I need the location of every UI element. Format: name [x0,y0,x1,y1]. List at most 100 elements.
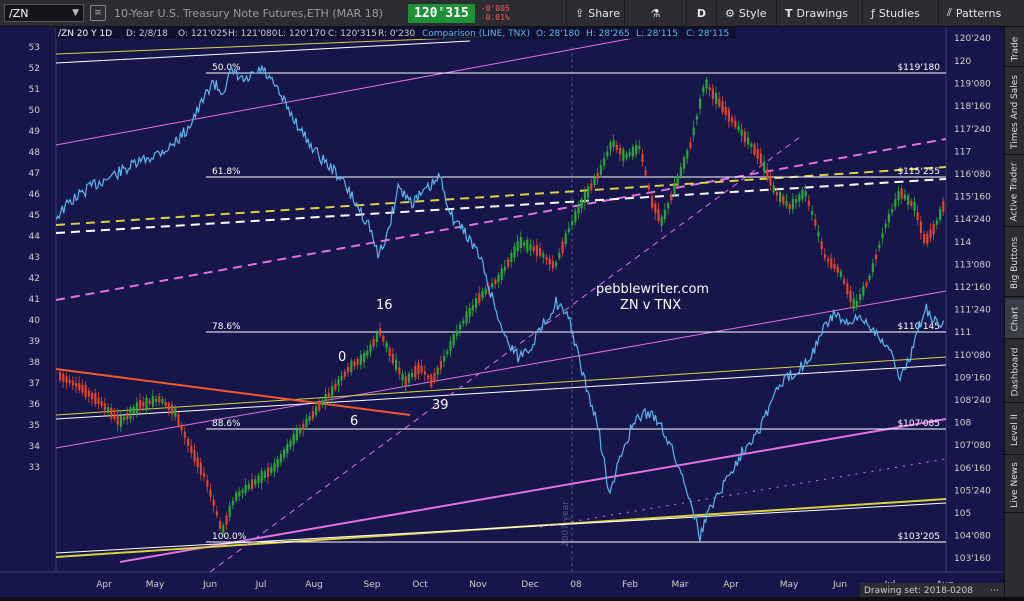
legend-high: H: 121'080 [228,29,278,39]
candle-body [811,211,814,215]
right-axis-tick: 105 [954,509,971,519]
candle-body [334,383,337,390]
candle-body [881,233,884,239]
candle-body [558,253,561,259]
candle-body [772,185,775,193]
candle-body [766,168,769,179]
candle-body [436,367,439,375]
candle-body [567,228,570,233]
candle-body [411,373,414,377]
candle-body [183,431,186,439]
candle-body [929,229,932,239]
sidebar-tab-chart[interactable]: Chart [1005,299,1024,339]
candle-body [116,414,119,425]
symbol-info-icon[interactable]: ≡ [90,5,106,21]
trendline-magenta-top[interactable] [55,34,651,146]
candle-body [891,209,894,213]
candle-body [878,244,881,248]
candle-body [356,358,359,365]
candle-body [887,213,890,223]
fib-level-percent: 78.6% [212,322,241,332]
symbol-selector[interactable]: /ZN ▼ [4,4,84,22]
candle-body [75,383,78,387]
candle-body [625,153,628,159]
candle-body [539,248,542,256]
candle-body [756,148,759,159]
trendline-white-low[interactable] [55,502,947,554]
candle-body [267,467,270,478]
candle-body [91,392,94,400]
legend-range: R: 0'230 [378,29,416,39]
x-axis-tick: May [146,580,165,590]
trendline-white-mid[interactable] [55,364,947,420]
legend-cmp-high: H: 28'265 [586,29,630,39]
candle-body [481,291,484,299]
candle-body [260,471,263,483]
flask-button[interactable]: ⚗ [624,0,686,26]
drawings-button[interactable]: T Drawings [776,0,862,26]
symbol-value: /ZN [9,6,29,20]
candle-body [100,401,103,407]
candle-body [286,443,289,454]
trendline-white-dashed[interactable] [55,178,947,234]
sidebar-tab-dashboard[interactable]: Dashboard [1005,341,1024,403]
trendline-magenta-low[interactable] [119,418,947,563]
style-button[interactable]: ⚙ Style [716,0,776,26]
left-axis-tick: 46 [29,190,41,200]
candle-body [484,288,487,295]
candle-body [375,332,378,342]
trendline-yellow-mid[interactable] [55,356,947,416]
studies-button[interactable]: ƒ Studies [862,0,938,26]
candle-body [865,282,868,287]
comparison-line-tnx[interactable] [55,64,945,542]
candle-body [372,338,375,347]
candle-body [113,413,116,419]
candle-body [193,449,196,462]
candle-body [740,129,743,136]
candle-body [705,79,708,89]
patterns-button[interactable]: ⫽ Patterns [938,0,1024,26]
patterns-icon: ⫽ [947,6,952,19]
trendline-yellow-top[interactable] [55,36,481,55]
right-axis-tick: 114 [954,238,971,248]
candle-body [686,150,689,159]
trendline-orange[interactable] [55,368,411,416]
candle-body [823,254,826,259]
sidebar-tab-times-and-sales[interactable]: Times And Sales [1005,69,1024,155]
candle-body [359,354,362,365]
right-axis-tick: 106'160 [954,464,991,474]
sidebar-tab-live-news[interactable]: Live News [1005,457,1024,513]
right-axis: 120'240 120 119'080 118'160 117'240 117 116'08… [954,34,991,564]
candle-body [724,107,727,116]
candle-body [606,151,609,157]
candle-body [455,330,458,337]
drawing-set-menu-icon[interactable]: ⋯ [990,586,999,596]
trendline-magenta-mid[interactable] [55,290,947,449]
trendline-magenta-steep[interactable] [209,136,801,573]
candle-body [318,403,321,411]
sidebar-tab-trade[interactable]: Trade [1005,31,1024,67]
candle-body [244,485,247,494]
fib-level-percent: 100.0% [212,532,247,542]
candle-body [641,154,644,162]
candle-body [263,471,266,479]
sidebar-tab-level-ii[interactable]: Level II [1005,405,1024,455]
chart-canvas[interactable]: 2007 year 50.0%$119'18061.8%$115'25578.6… [0,27,1004,597]
sidebar-tab-active-trader[interactable]: Active Trader [1005,157,1024,227]
price-chart[interactable]: 2007 year 50.0%$119'18061.8%$115'25578.6… [0,27,1004,597]
candle-body [615,144,618,151]
trendline-white-top[interactable] [55,40,471,64]
candle-body [276,458,279,468]
candle-body [414,365,417,378]
candle-body [497,274,500,283]
share-button[interactable]: ⇪ Share [566,0,624,26]
chevron-down-icon: ▼ [72,8,79,18]
sidebar-tab-big-buttons[interactable]: Big Buttons [1005,229,1024,297]
candle-body [228,505,231,518]
trendline-magenta-dashed[interactable] [55,138,947,301]
candle-body [638,145,641,150]
interval-button[interactable]: D [686,0,716,26]
candle-body [305,418,308,428]
candle-body [644,170,647,176]
share-icon: ⇪ [575,6,585,20]
